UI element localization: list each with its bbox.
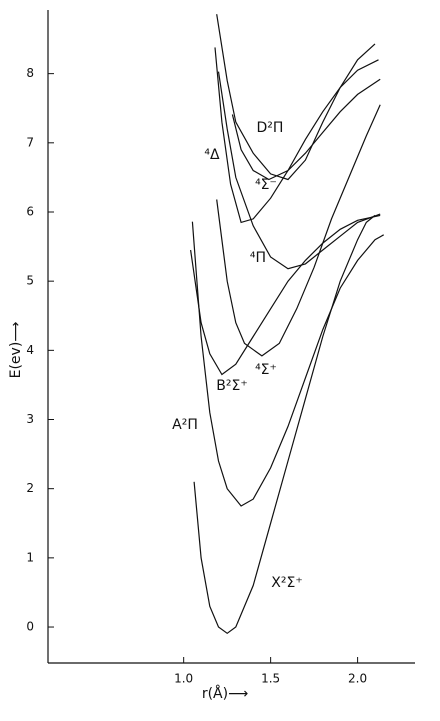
y-tick-label: 0 [26,620,34,634]
y-tick-label: 7 [26,135,34,149]
y-tick-label: 6 [26,204,34,218]
y-axis-title: E(ev)⟶ [8,322,24,379]
curve-label: ⁴Σ⁻ [255,177,277,193]
curve [216,104,381,357]
y-tick-label: 4 [26,343,34,357]
curve-label: ⁴Π [250,250,266,266]
curve [217,71,381,270]
y-tick-label: 2 [26,481,34,495]
y-tick-label: 8 [26,66,34,80]
y-tick-label: 3 [26,412,34,426]
curve [231,78,381,181]
curve-label: D²Π [257,120,284,136]
curve-label: X²Σ⁺ [271,575,302,591]
curve-label: A²Π [172,417,198,433]
curve [216,14,376,181]
y-tick-label: 1 [26,550,34,564]
curve [191,221,384,507]
curve [190,214,381,376]
curve-label: B²Σ⁺ [216,378,247,394]
x-axis-title: r(Å)⟶ [202,685,248,702]
curve-label: ⁴Δ [204,147,220,163]
x-tick-label: 2.0 [348,672,367,686]
curve-label: ⁴Σ⁺ [255,362,277,378]
curve [214,47,379,224]
curve [193,214,376,635]
x-tick-label: 1.0 [174,672,193,686]
x-tick-label: 1.5 [261,672,280,686]
y-tick-label: 5 [26,274,34,288]
